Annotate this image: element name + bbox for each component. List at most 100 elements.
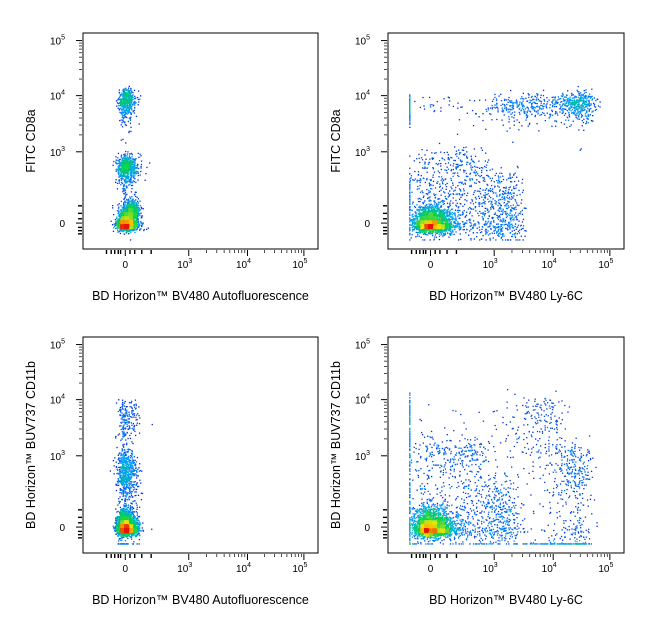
event-dot <box>141 164 142 165</box>
event-dot <box>426 179 427 180</box>
event-dot <box>123 222 124 223</box>
event-dot <box>140 229 141 230</box>
event-dot <box>594 106 595 107</box>
event-dot <box>475 206 476 207</box>
event-dot <box>126 161 127 162</box>
event-dot <box>130 166 131 167</box>
event-dot <box>501 120 502 121</box>
event-dot <box>540 105 541 106</box>
event-dot <box>116 179 117 180</box>
event-dot <box>583 119 584 120</box>
event-dot <box>463 224 464 225</box>
event-dot <box>437 101 438 102</box>
event-dot <box>126 176 127 177</box>
event-dot <box>537 106 538 107</box>
event-dot <box>118 207 119 208</box>
event-dot <box>134 178 135 179</box>
event-dot <box>132 217 133 218</box>
event-dot <box>494 186 495 187</box>
event-dot <box>460 182 461 183</box>
event-dot <box>471 169 472 170</box>
event-dot <box>138 153 139 154</box>
event-dot <box>499 220 500 221</box>
event-dot <box>470 220 471 221</box>
event-dot <box>133 214 134 215</box>
event-dot <box>122 90 123 91</box>
event-dot <box>122 191 123 192</box>
event-dot <box>127 113 128 114</box>
event-dot <box>506 104 507 105</box>
event-dot <box>514 236 515 237</box>
event-dot <box>491 185 492 186</box>
event-dot <box>127 151 128 152</box>
event-dot <box>423 178 424 179</box>
event-dot <box>491 201 492 202</box>
event-dot <box>134 101 135 102</box>
event-dot <box>515 185 516 186</box>
event-dot <box>527 116 528 117</box>
event-dot <box>439 239 440 240</box>
event-dot <box>430 180 431 181</box>
event-dot <box>424 162 425 163</box>
event-dot <box>120 223 121 224</box>
event-dot <box>567 90 568 91</box>
event-dot <box>503 235 504 236</box>
event-dot <box>122 164 123 165</box>
event-dot <box>440 165 441 166</box>
event-dot <box>127 182 128 183</box>
event-dot <box>115 156 116 157</box>
event-dot <box>121 104 122 105</box>
event-dot <box>115 223 116 224</box>
event-dot <box>450 233 451 234</box>
event-dot <box>524 230 525 231</box>
event-dot <box>498 177 499 178</box>
event-dot <box>416 158 417 159</box>
event-dot <box>505 190 506 191</box>
event-dot <box>453 173 454 174</box>
event-dot <box>502 236 503 237</box>
event-dot <box>134 107 135 108</box>
event-dot <box>524 111 525 112</box>
event-dot <box>480 213 481 214</box>
event-dot <box>485 129 486 130</box>
event-dot <box>440 111 441 112</box>
x-tick-label: 104 <box>236 258 251 271</box>
event-dot <box>481 167 482 168</box>
event-dot <box>409 193 410 194</box>
event-dot <box>427 172 428 173</box>
event-dot <box>486 111 487 112</box>
event-dot <box>433 185 434 186</box>
event-dot <box>491 119 492 120</box>
event-dot <box>489 195 490 196</box>
event-dot <box>448 237 449 238</box>
event-dot <box>455 160 456 161</box>
event-dot <box>512 107 513 108</box>
event-dot <box>409 117 410 118</box>
event-dot <box>481 239 482 240</box>
event-dot <box>126 186 127 187</box>
event-dot <box>137 165 138 166</box>
event-dot <box>124 103 125 104</box>
event-dot <box>423 202 424 203</box>
event-dot <box>479 202 480 203</box>
event-dot <box>511 199 512 200</box>
event-dot <box>522 192 523 193</box>
event-dot <box>467 162 468 163</box>
event-dot <box>472 110 473 111</box>
event-dot <box>544 115 545 116</box>
event-dot <box>434 237 435 238</box>
event-dot <box>512 112 513 113</box>
event-dot <box>492 105 493 106</box>
event-dot <box>428 200 429 201</box>
event-dot <box>411 175 412 176</box>
event-dot <box>551 126 552 127</box>
event-dot <box>506 204 507 205</box>
event-dot <box>129 160 130 161</box>
event-dot <box>535 103 536 104</box>
event-dot <box>472 167 473 168</box>
event-dot <box>134 181 135 182</box>
event-dot <box>460 190 461 191</box>
event-dot <box>494 230 495 231</box>
event-dot <box>141 225 142 226</box>
event-dot <box>458 150 459 151</box>
